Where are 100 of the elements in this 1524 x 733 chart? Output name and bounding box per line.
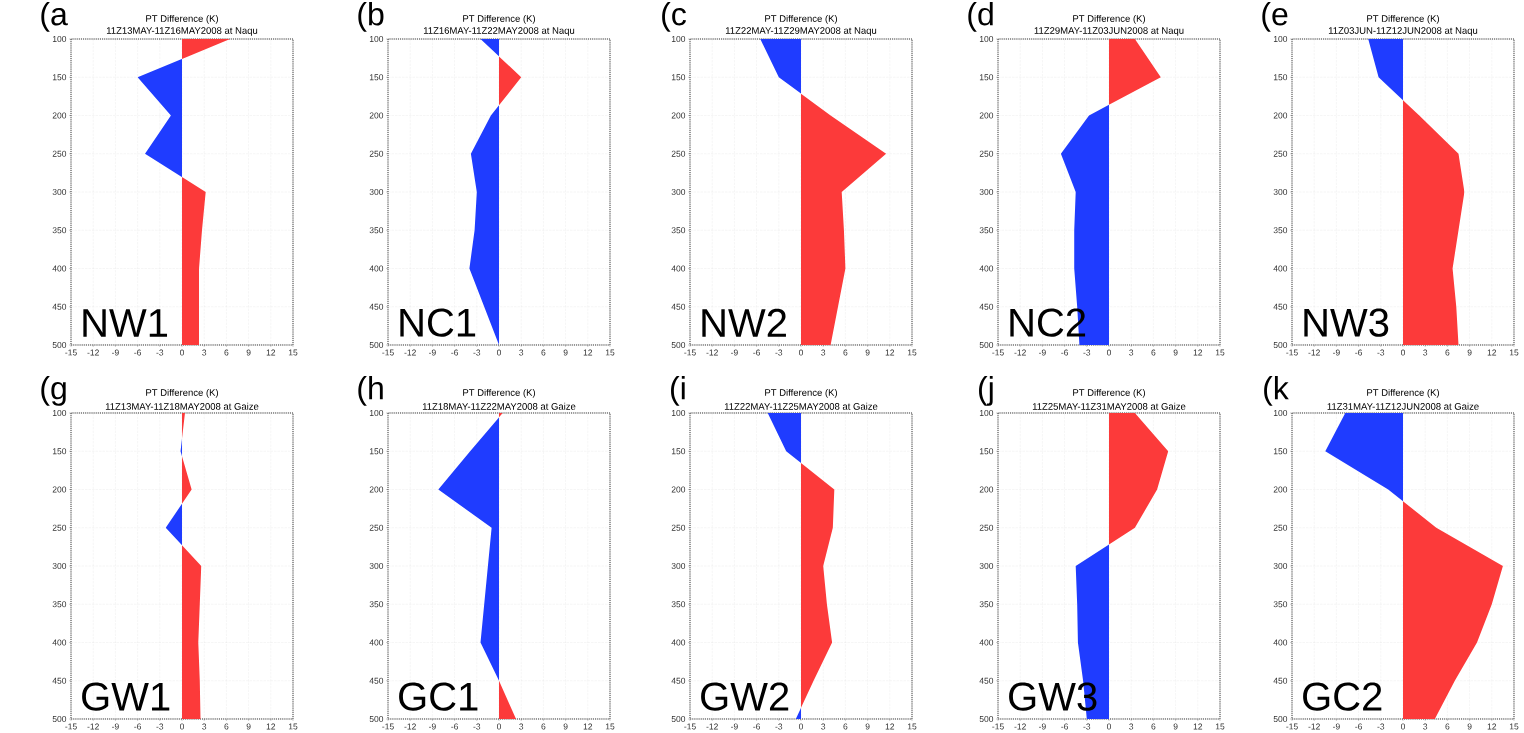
y-tick-label: 150: [52, 448, 67, 455]
x-tick-label: 9: [563, 723, 568, 730]
y-tick-label: 200: [369, 486, 384, 493]
y-tick-label: 450: [979, 677, 994, 684]
x-tick-label: 3: [1129, 349, 1134, 356]
chart-subtitle: 11Z13MAY-11Z18MAY2008 at Gaize: [105, 402, 259, 410]
x-tick-label: 6: [1445, 349, 1450, 356]
y-tick-label: 150: [369, 448, 384, 455]
x-tick-label: -9: [429, 723, 436, 730]
y-tick-label: 300: [369, 188, 384, 195]
y-tick-label: 200: [671, 112, 686, 119]
y-tick-label: 250: [979, 524, 994, 531]
y-tick-label: 350: [671, 601, 686, 608]
x-tick-label: -3: [775, 349, 783, 356]
y-tick-label: 100: [52, 409, 67, 416]
x-tick-label: 12: [266, 723, 276, 730]
text: (c: [662, 1, 686, 32]
x-tick-label: -15: [382, 349, 394, 356]
y-tick-label: 250: [52, 524, 67, 531]
x-tick-label: 12: [1487, 723, 1497, 730]
x-tick-label: -9: [1333, 349, 1340, 356]
y-tick-label: 100: [1273, 36, 1288, 42]
x-tick-label: 15: [605, 723, 615, 730]
x-tick-label: -6: [134, 349, 142, 356]
y-tick-label: 150: [1273, 74, 1288, 81]
text: (g: [41, 375, 66, 406]
y-tick-label: 300: [369, 562, 384, 569]
chart-title: PT Difference (K): [1367, 14, 1439, 24]
x-tick-label: -9: [1039, 349, 1046, 356]
x-tick-label: -12: [404, 723, 416, 730]
x-tick-label: 0: [179, 349, 185, 356]
x-tick-label: -15: [684, 723, 696, 730]
x-tick-label: -15: [382, 723, 394, 730]
annotation: NC1: [400, 308, 476, 337]
text: (k: [1264, 375, 1289, 406]
chart-subtitle: 11Z18MAY-11Z22MAY2008 at Gaize: [422, 402, 576, 410]
text: (a: [41, 1, 68, 32]
x-tick-label: -15: [992, 723, 1004, 730]
y-tick-label: 250: [1273, 524, 1288, 531]
y-tick-label: 200: [52, 112, 67, 119]
chart-title: PT Difference (K): [765, 14, 838, 24]
y-tick-label: 500: [52, 341, 67, 348]
y-tick-label: 450: [52, 303, 67, 310]
y-tick-label: 150: [979, 448, 994, 455]
y-tick-label: 100: [979, 409, 994, 416]
y-tick-label: 100: [369, 409, 384, 416]
x-tick-label: -12: [87, 349, 99, 356]
x-tick-label: 6: [541, 723, 546, 730]
x-tick-label: -3: [473, 723, 481, 730]
x-tick-label: -15: [992, 349, 1004, 356]
y-tick-label: 450: [52, 677, 67, 684]
x-tick-label: -6: [753, 723, 761, 730]
y-tick-label: 450: [671, 677, 686, 684]
y-tick-label: 350: [52, 227, 67, 234]
annotation: NW1: [83, 309, 168, 337]
y-tick-label: 100: [369, 36, 384, 42]
annotation: GW2: [701, 682, 789, 711]
x-tick-label: 12: [266, 349, 276, 356]
x-tick-label: 0: [798, 723, 804, 730]
x-tick-label: 15: [1215, 723, 1225, 730]
x-tick-label: -3: [1083, 723, 1091, 730]
x-tick-label: -15: [684, 349, 696, 356]
x-tick-label: -6: [1355, 723, 1363, 730]
x-tick-label: -3: [1083, 349, 1091, 356]
y-tick-label: 400: [369, 639, 384, 646]
x-tick-label: -6: [1061, 723, 1069, 730]
y-tick-label: 100: [671, 36, 686, 42]
x-tick-label: 12: [1193, 349, 1203, 356]
x-tick-label: 3: [1129, 723, 1134, 730]
text: (d: [968, 1, 993, 32]
x-tick-label: 0: [1400, 349, 1406, 356]
x-tick-label: -12: [1014, 723, 1026, 730]
x-tick-label: 12: [583, 349, 593, 356]
x-tick-label: -9: [1039, 723, 1046, 730]
y-tick-label: 150: [979, 74, 994, 81]
y-tick-label: 400: [1273, 639, 1288, 646]
y-tick-label: 300: [1273, 188, 1288, 195]
x-tick-label: -12: [1014, 349, 1026, 356]
y-tick-label: 200: [1273, 112, 1288, 119]
chart-subtitle: 11Z22MAY-11Z29MAY2008 at Naqu: [725, 27, 877, 36]
x-tick-label: -3: [775, 723, 783, 730]
x-tick-label: -9: [731, 723, 738, 730]
chart-title: PT Difference (K): [1073, 14, 1146, 24]
x-tick-label: -15: [1286, 349, 1298, 356]
annotation: GC1: [399, 682, 478, 711]
y-tick-label: 150: [671, 74, 686, 81]
x-tick-label: 6: [1151, 349, 1156, 356]
y-tick-label: 450: [1273, 677, 1288, 684]
x-tick-label: 15: [288, 723, 298, 730]
annotation: GC2: [1303, 682, 1382, 711]
x-tick-label: -12: [1308, 723, 1320, 730]
x-tick-label: -9: [731, 349, 738, 356]
text: (b: [358, 1, 384, 32]
y-tick-label: 450: [979, 303, 994, 310]
y-tick-label: 400: [671, 639, 686, 646]
x-tick-label: -6: [1061, 349, 1069, 356]
chart-subtitle: 11Z25MAY-11Z31MAY2008 at Gaize: [1032, 402, 1186, 410]
x-tick-label: 15: [907, 723, 917, 730]
x-tick-label: 15: [1509, 349, 1519, 356]
x-tick-label: 6: [1151, 723, 1156, 730]
